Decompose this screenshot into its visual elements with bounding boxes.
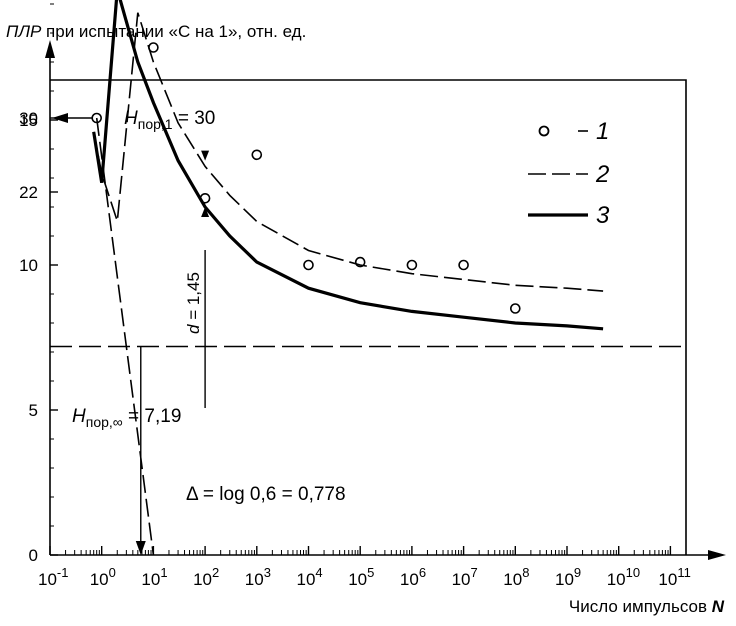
x-tick-exponent: 10 [626, 565, 640, 580]
x-tick-label: 106 [400, 565, 426, 589]
d-marker-arrow-bottom [201, 207, 210, 217]
x-tick-base: 10 [658, 570, 677, 589]
legend-label: 1 [596, 118, 609, 145]
x-tick-exponent: 2 [212, 565, 219, 580]
legend-label: 3 [596, 202, 610, 229]
y-tick-label: 0 [29, 546, 38, 565]
x-tick-label: 107 [452, 565, 478, 589]
extrapolation-line [95, 117, 155, 556]
legend-marker-circle [538, 125, 550, 137]
data-point [509, 303, 521, 314]
x-tick-label: 100 [90, 565, 116, 589]
h-por1-sub: пор,1 [138, 116, 173, 132]
series-layer [91, 0, 604, 556]
x-tick-label: 102 [193, 565, 219, 589]
x-axis-arrow [708, 550, 726, 560]
h-por1-main: H [124, 108, 138, 129]
x-tick-base: 10 [297, 570, 316, 589]
data-point [303, 259, 314, 271]
x-tick-label: 1010 [607, 565, 640, 589]
h-por1-value: = 30 [173, 108, 216, 129]
h-porinf-label: Hпор,∞ = 7,19 [72, 406, 181, 430]
data-point [406, 259, 418, 271]
delta-arrowhead [135, 541, 146, 555]
y-tick-label: 15 [19, 111, 38, 130]
x-tick-base: 10 [452, 570, 471, 589]
x-tick-base: 10 [90, 570, 109, 589]
y-tick-label: 30 [19, 109, 38, 128]
x-tick-label: 101 [141, 565, 167, 589]
data-point [458, 259, 469, 271]
x-tick-label: 108 [503, 565, 529, 589]
axes-layer: 05101520223010-1100101102103104105106107… [19, 3, 726, 589]
y-tick-label: 22 [19, 183, 38, 202]
y-axis-title: ПЛР при испытании «С на 1», отн. ед. [6, 22, 306, 41]
d-label: d = 1,45 [184, 272, 203, 334]
y-axis-title-rest: при испытании «С на 1», отн. ед. [41, 22, 306, 41]
x-tick-exponent: 3 [264, 565, 271, 580]
x-tick-label: 105 [348, 565, 374, 589]
h-porinf-sub: пор,∞ [86, 414, 123, 430]
x-tick-exponent: 5 [367, 565, 374, 580]
x-tick-exponent: 6 [419, 565, 426, 580]
plot-frame-border [50, 79, 687, 555]
x-tick-exponent: 7 [471, 565, 478, 580]
x-tick-base: 10 [503, 570, 522, 589]
series-line-2 [92, 12, 604, 292]
x-tick-base: 10 [141, 570, 160, 589]
plot-frame [50, 79, 687, 555]
data-point [251, 149, 263, 161]
legend: 1 2 3 [528, 118, 610, 229]
h-porinf-main: H [72, 406, 86, 427]
d-marker-arrow-top [201, 150, 210, 161]
y-tick-label: 5 [29, 401, 38, 420]
x-tick-base: 10 [38, 570, 57, 589]
x-tick-base: 10 [193, 570, 212, 589]
x-axis-title: Число импульсов N [569, 597, 725, 616]
x-tick-base: 10 [555, 570, 574, 589]
h-porinf-value: = 7,19 [123, 406, 182, 427]
y-axis-arrow [45, 40, 55, 58]
x-tick-base: 10 [348, 570, 367, 589]
x-axis-title-symbol: N [712, 597, 725, 616]
x-tick-base: 10 [400, 570, 419, 589]
x-tick-label: 103 [245, 565, 271, 589]
x-tick-label: 109 [555, 565, 581, 589]
d-label-symbol: d [184, 324, 203, 334]
x-tick-exponent: 11 [677, 565, 691, 580]
legend-label: 2 [595, 161, 609, 188]
x-tick-exponent: 4 [315, 565, 322, 580]
x-tick-exponent: 9 [574, 565, 581, 580]
x-tick-exponent: 8 [522, 565, 529, 580]
h-por1-arrowhead [52, 113, 68, 123]
h-por1-label: Hпор,1 = 30 [124, 108, 215, 132]
x-tick-base: 10 [245, 570, 264, 589]
x-tick-label: 10-1 [38, 565, 68, 589]
delta-label: Δ = log 0,6 = 0,778 [186, 484, 346, 505]
y-axis-title-italic: ПЛР [6, 22, 42, 41]
x-tick-label: 1011 [658, 565, 690, 589]
y-tick-label: 10 [19, 256, 38, 275]
x-tick-exponent: -1 [57, 565, 69, 580]
d-label-value: = 1,45 [184, 272, 203, 324]
x-tick-label: 104 [297, 565, 323, 589]
x-tick-base: 10 [607, 570, 626, 589]
series-line-3 [92, 0, 604, 331]
x-tick-exponent: 0 [109, 565, 116, 580]
x-tick-exponent: 1 [160, 565, 167, 580]
x-axis-title-text: Число импульсов [569, 597, 712, 616]
